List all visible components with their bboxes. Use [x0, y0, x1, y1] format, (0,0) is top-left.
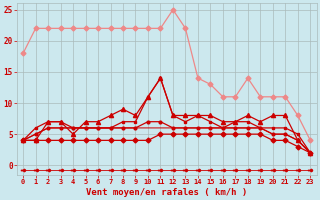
X-axis label: Vent moyen/en rafales ( km/h ): Vent moyen/en rafales ( km/h ) — [86, 188, 247, 197]
